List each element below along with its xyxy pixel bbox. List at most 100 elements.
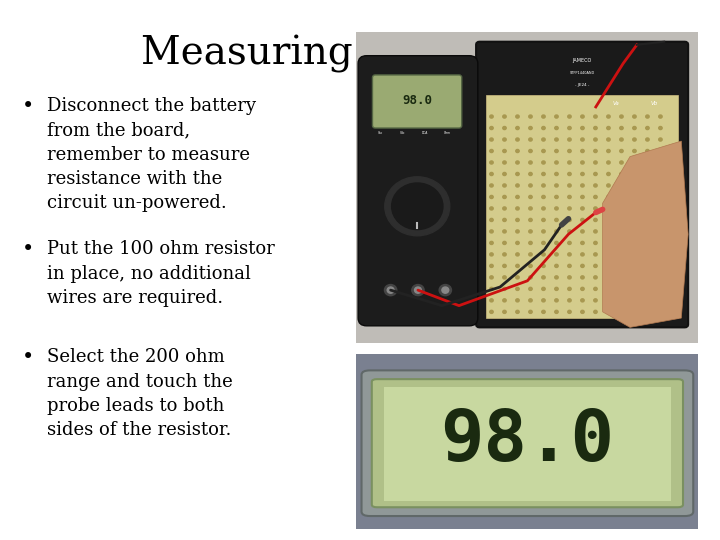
Circle shape: [594, 184, 597, 187]
Circle shape: [620, 184, 624, 187]
Circle shape: [646, 184, 649, 187]
Circle shape: [659, 230, 662, 233]
Circle shape: [392, 183, 443, 230]
Circle shape: [516, 299, 519, 302]
Circle shape: [607, 115, 610, 118]
Circle shape: [503, 230, 506, 233]
Circle shape: [620, 115, 624, 118]
Circle shape: [581, 115, 584, 118]
Circle shape: [568, 287, 571, 291]
Circle shape: [541, 126, 545, 130]
Circle shape: [541, 287, 545, 291]
Circle shape: [633, 172, 636, 176]
Circle shape: [568, 299, 571, 302]
Circle shape: [620, 161, 624, 164]
Circle shape: [633, 299, 636, 302]
Circle shape: [528, 138, 532, 141]
Circle shape: [581, 172, 584, 176]
Circle shape: [541, 241, 545, 245]
Circle shape: [554, 115, 558, 118]
Circle shape: [516, 150, 519, 153]
Circle shape: [541, 276, 545, 279]
Circle shape: [554, 150, 558, 153]
Circle shape: [568, 138, 571, 141]
Circle shape: [594, 241, 597, 245]
FancyBboxPatch shape: [336, 343, 719, 540]
Circle shape: [620, 299, 624, 302]
Bar: [384, 387, 671, 501]
Circle shape: [503, 310, 506, 313]
Circle shape: [528, 115, 532, 118]
Circle shape: [659, 172, 662, 176]
Circle shape: [646, 218, 649, 221]
Circle shape: [490, 195, 493, 199]
Circle shape: [646, 253, 649, 256]
Circle shape: [541, 265, 545, 267]
Circle shape: [541, 230, 545, 233]
Circle shape: [528, 230, 532, 233]
Circle shape: [516, 138, 519, 141]
Circle shape: [554, 126, 558, 130]
Circle shape: [620, 230, 624, 233]
Circle shape: [503, 287, 506, 291]
Circle shape: [490, 184, 493, 187]
Circle shape: [581, 230, 584, 233]
Text: Vac: Vac: [378, 131, 383, 136]
Circle shape: [503, 184, 506, 187]
Circle shape: [581, 241, 584, 245]
Circle shape: [594, 195, 597, 199]
Circle shape: [415, 287, 421, 293]
Circle shape: [607, 126, 610, 130]
Circle shape: [490, 126, 493, 130]
Circle shape: [528, 265, 532, 267]
Circle shape: [528, 126, 532, 130]
Text: STFP1440AND: STFP1440AND: [570, 71, 595, 75]
Circle shape: [581, 150, 584, 153]
Circle shape: [541, 195, 545, 199]
Circle shape: [568, 230, 571, 233]
Text: •: •: [22, 97, 34, 116]
Circle shape: [607, 276, 610, 279]
Text: Va: Va: [613, 102, 620, 106]
Circle shape: [490, 287, 493, 291]
Circle shape: [594, 172, 597, 176]
Circle shape: [646, 265, 649, 267]
Circle shape: [490, 299, 493, 302]
Circle shape: [541, 161, 545, 164]
Circle shape: [594, 218, 597, 221]
Circle shape: [607, 265, 610, 267]
Circle shape: [568, 310, 571, 313]
Circle shape: [541, 150, 545, 153]
Circle shape: [594, 265, 597, 267]
Circle shape: [528, 195, 532, 199]
Circle shape: [568, 276, 571, 279]
Circle shape: [528, 276, 532, 279]
Circle shape: [594, 287, 597, 291]
Text: Vb: Vb: [650, 102, 657, 106]
Circle shape: [490, 138, 493, 141]
Circle shape: [633, 230, 636, 233]
Circle shape: [568, 218, 571, 221]
Circle shape: [490, 207, 493, 210]
Circle shape: [384, 285, 397, 296]
Circle shape: [620, 207, 624, 210]
Circle shape: [503, 218, 506, 221]
Circle shape: [620, 287, 624, 291]
Circle shape: [554, 218, 558, 221]
Text: JAMECO: JAMECO: [572, 58, 592, 63]
Circle shape: [633, 310, 636, 313]
Circle shape: [594, 253, 597, 256]
Circle shape: [659, 218, 662, 221]
Circle shape: [607, 172, 610, 176]
Circle shape: [490, 310, 493, 313]
Polygon shape: [603, 141, 688, 327]
Circle shape: [568, 172, 571, 176]
Circle shape: [541, 310, 545, 313]
Circle shape: [594, 230, 597, 233]
Circle shape: [594, 126, 597, 130]
Circle shape: [659, 138, 662, 141]
Circle shape: [620, 138, 624, 141]
Circle shape: [594, 138, 597, 141]
Circle shape: [516, 218, 519, 221]
Circle shape: [541, 218, 545, 221]
